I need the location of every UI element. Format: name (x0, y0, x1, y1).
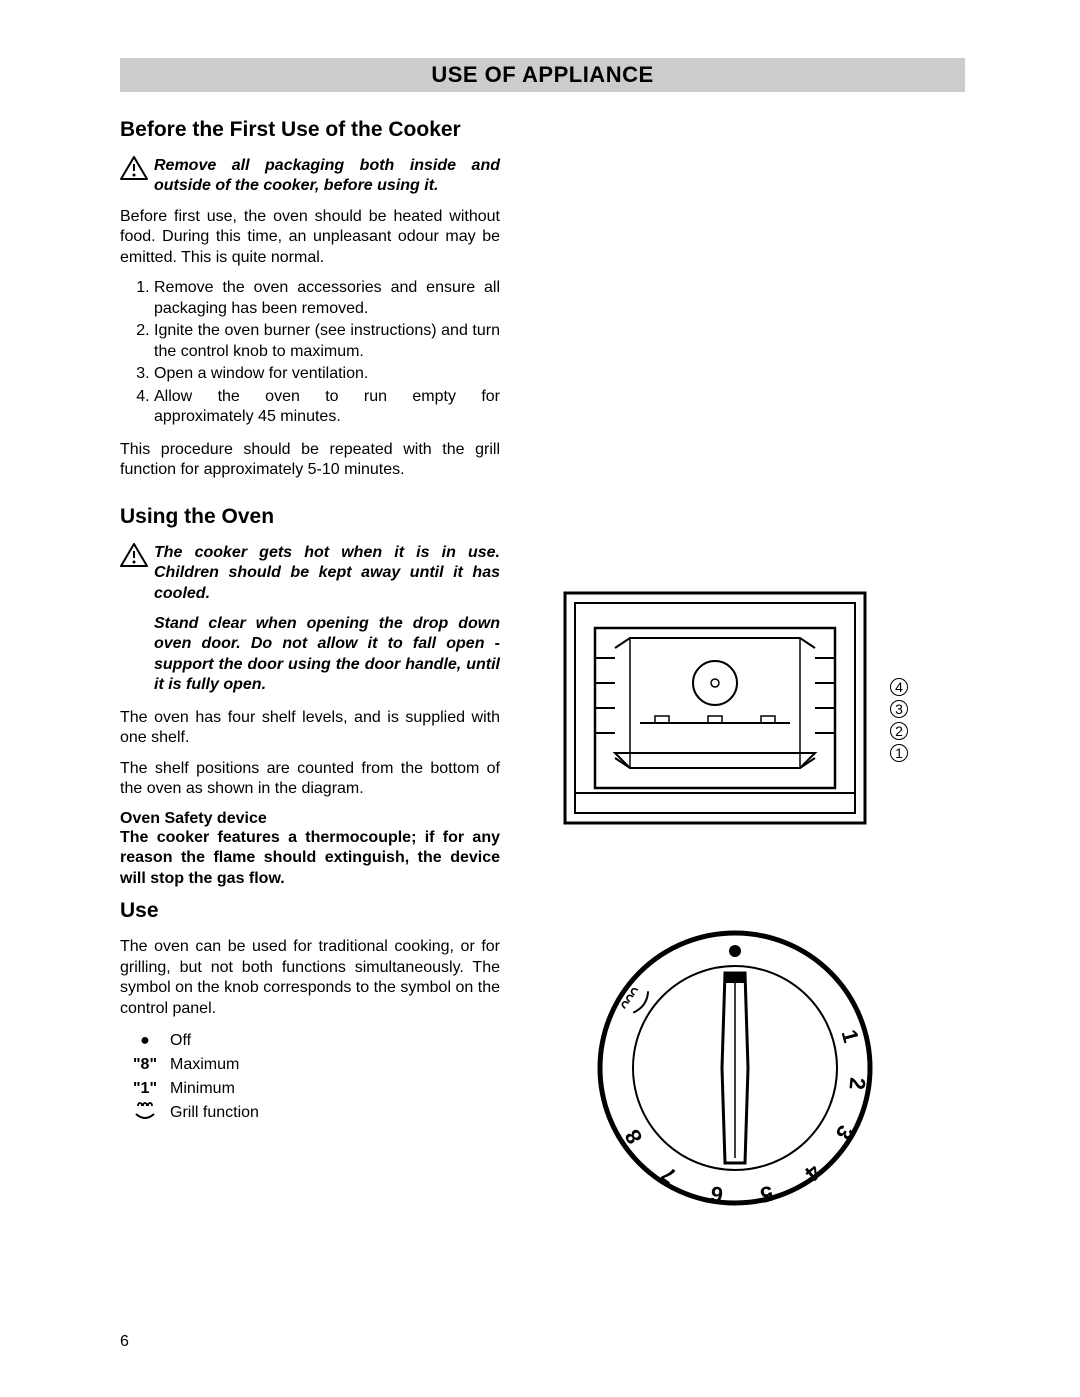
manual-page: USE OF APPLIANCE Before the First Use of… (0, 0, 1080, 1397)
outro-paragraph: This procedure should be repeated with t… (120, 440, 500, 481)
warning-block: The cooker gets hot when it is in use. C… (120, 543, 500, 604)
safety-subheading: Oven Safety device (120, 810, 500, 828)
legend-row-min: "1" Minimum (120, 1077, 500, 1101)
shelf-label: 3 (890, 700, 908, 718)
step-item: Open a window for ventilation. (154, 364, 500, 384)
warning-text: Stand clear when opening the drop down o… (154, 614, 500, 696)
warning-block: Remove all packaging both inside and out… (120, 156, 500, 197)
svg-text:2: 2 (844, 1076, 870, 1090)
warning-text: Remove all packaging both inside and out… (154, 156, 500, 197)
heading-use: Use (120, 899, 500, 923)
warning-text: The cooker gets hot when it is in use. C… (154, 543, 500, 604)
legend-row-grill: Grill function (120, 1101, 500, 1125)
paragraph: The shelf positions are counted from the… (120, 759, 500, 800)
legend-symbol: "8" (120, 1056, 170, 1074)
step-item: Ignite the oven burner (see instructions… (154, 321, 500, 362)
heading-using-oven: Using the Oven (120, 505, 500, 529)
shelf-number-labels: 4 3 2 1 (890, 678, 908, 762)
two-column-layout: Before the First Use of the Cooker Remov… (120, 118, 965, 1125)
warning-icon (120, 543, 148, 572)
shelf-label: 4 (890, 678, 908, 696)
first-use-steps: Remove the oven accessories and ensure a… (120, 278, 500, 427)
legend-row-off: ● Off (120, 1029, 500, 1053)
knob-legend: ● Off "8" Maximum "1" Minimum Grill func… (120, 1029, 500, 1125)
intro-paragraph: Before first use, the oven should be hea… (120, 207, 500, 268)
section-banner: USE OF APPLIANCE (120, 58, 965, 92)
step-item: Remove the oven accessories and ensure a… (154, 278, 500, 319)
banner-title: USE OF APPLIANCE (431, 62, 653, 88)
paragraph: The oven has four shelf levels, and is s… (120, 708, 500, 749)
heading-before-first-use: Before the First Use of the Cooker (120, 118, 500, 142)
page-number: 6 (120, 1333, 129, 1351)
warning-icon (120, 156, 148, 185)
step-item: Allow the oven to run empty forapproxima… (154, 387, 500, 428)
off-dot-icon: ● (120, 1032, 170, 1050)
legend-symbol: "1" (120, 1080, 170, 1098)
grill-icon (120, 1102, 170, 1125)
oven-diagram (560, 588, 880, 843)
right-column: 4 3 2 1 1 (560, 118, 940, 1125)
safety-paragraph: The cooker features a thermocouple; if f… (120, 828, 500, 889)
shelf-label: 1 (890, 744, 908, 762)
control-knob-diagram: 1 2 3 4 5 6 7 8 (590, 923, 880, 1218)
legend-row-max: "8" Maximum (120, 1053, 500, 1077)
shelf-label: 2 (890, 722, 908, 740)
left-column: Before the First Use of the Cooker Remov… (120, 118, 500, 1125)
use-paragraph: The oven can be used for traditional coo… (120, 937, 500, 1019)
